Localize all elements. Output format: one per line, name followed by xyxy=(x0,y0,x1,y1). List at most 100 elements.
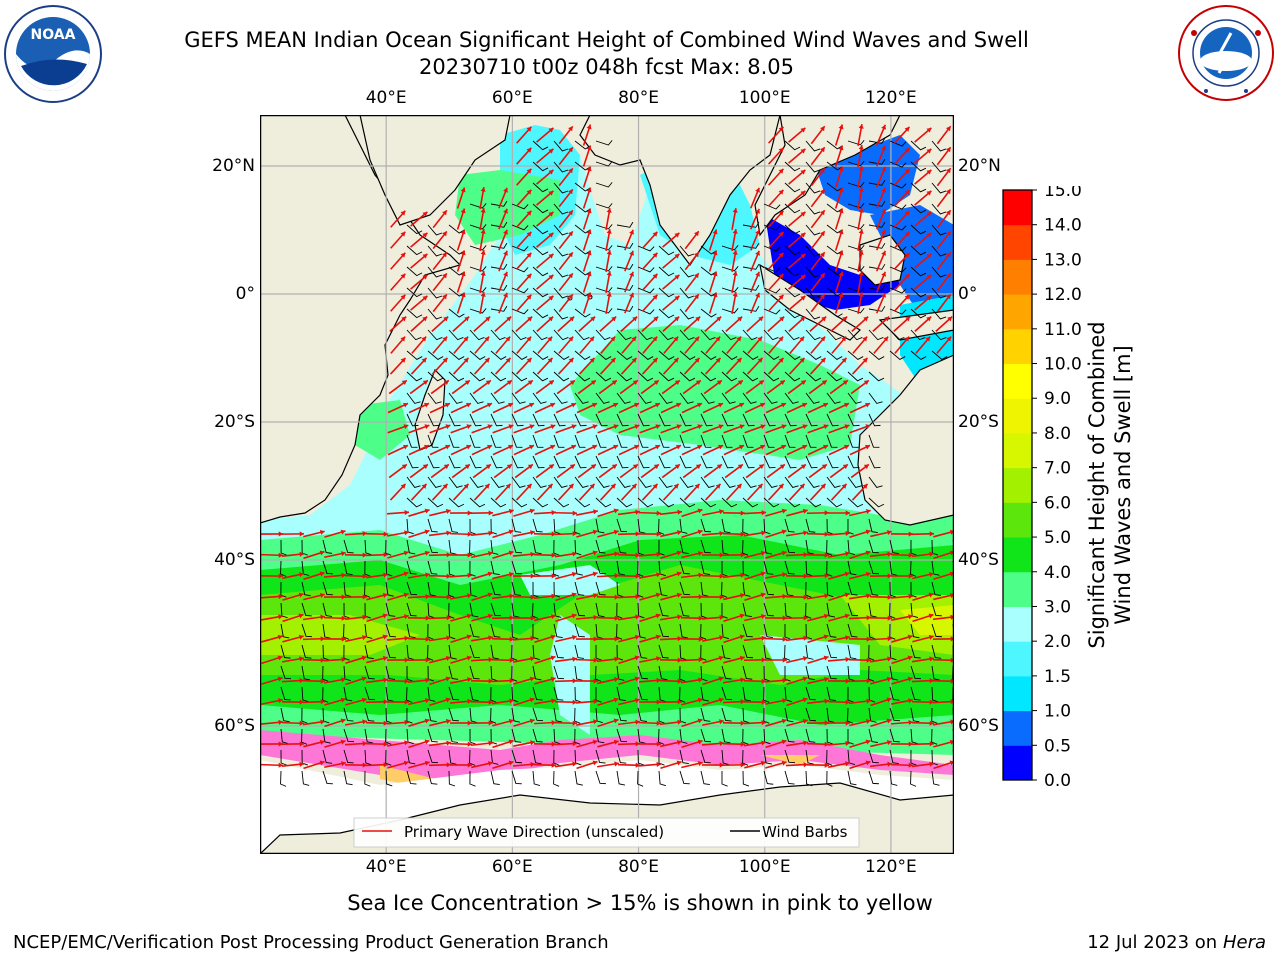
wave-arrow-head xyxy=(551,720,556,726)
wave-arrow-head xyxy=(631,336,637,342)
footer-date: 12 Jul 2023 on Hera xyxy=(1087,932,1266,953)
wave-arrow-head xyxy=(467,720,472,726)
colorbar-segment xyxy=(1003,571,1032,607)
wave-arrow-head xyxy=(362,614,367,620)
wind-barb xyxy=(784,707,794,723)
wave-arrow-head xyxy=(757,336,763,342)
wind-barb xyxy=(637,623,646,639)
wave-arrow-head xyxy=(480,250,486,255)
wave-arrow-head xyxy=(466,424,472,430)
wave-arrow-head xyxy=(655,424,661,430)
wave-arrow-head xyxy=(548,211,554,217)
colorbar-tick-label: 0.0 xyxy=(1044,771,1071,786)
wind-barb xyxy=(721,770,728,787)
wind-barb xyxy=(826,497,843,508)
wind-barb xyxy=(469,665,480,680)
wind-barb xyxy=(301,644,312,659)
wave-arrow-head xyxy=(446,762,451,768)
wave-arrow-head xyxy=(631,357,637,363)
wind-barb xyxy=(826,413,839,427)
wind-barb xyxy=(469,623,480,638)
wave-arrow-head xyxy=(383,741,388,747)
wind-barb xyxy=(763,644,772,660)
wave-arrow-head xyxy=(908,573,913,579)
wave-arrow-head xyxy=(424,760,430,766)
wave-arrow-head xyxy=(697,697,703,703)
wind-barb xyxy=(763,581,774,596)
wave-arrow-head xyxy=(526,147,532,153)
wind-barb xyxy=(385,644,396,659)
wave-arrow-head xyxy=(422,464,428,470)
wind-barb xyxy=(868,560,879,575)
wave-arrow-head xyxy=(446,615,451,621)
wave-arrow-head xyxy=(425,657,430,663)
wave-arrow-head xyxy=(383,699,388,705)
wave-arrow-head xyxy=(800,169,806,175)
wave-arrow-head xyxy=(761,635,766,641)
wave-arrow-head xyxy=(383,531,388,537)
wind-barb xyxy=(784,602,792,619)
wind-barb xyxy=(511,623,519,640)
wind-barb xyxy=(469,497,486,508)
wave-arrow-head xyxy=(486,402,492,408)
wind-barb xyxy=(805,581,812,598)
wind-barb xyxy=(511,581,522,596)
wind-barb xyxy=(385,728,392,745)
wind-barb xyxy=(595,455,608,469)
wave-arrow-head xyxy=(844,424,850,430)
wind-barb xyxy=(721,434,733,448)
wave-arrow-head xyxy=(401,464,407,470)
wave-arrow-head xyxy=(460,208,466,214)
wave-arrow-head xyxy=(572,678,577,684)
wave-arrow-head xyxy=(527,464,533,470)
wave-arrow-head xyxy=(487,551,493,557)
wind-barb xyxy=(742,707,750,724)
wave-arrow-head xyxy=(841,336,847,342)
wind-barb xyxy=(490,371,507,382)
wind-barb xyxy=(553,308,569,320)
wind-barb xyxy=(511,224,529,231)
wind-barb xyxy=(595,686,602,703)
wind-barb xyxy=(553,224,569,236)
wind-barb xyxy=(427,749,439,764)
wind-barb xyxy=(385,707,393,724)
wind-barb xyxy=(763,497,780,508)
wave-arrow-head xyxy=(863,380,869,386)
wind-barb xyxy=(700,476,715,488)
colorbar-tick-label: 8.0 xyxy=(1044,424,1071,444)
wind-barb xyxy=(700,455,713,469)
wind-barb xyxy=(868,137,886,144)
wave-arrow-head xyxy=(881,187,886,193)
wind-barb xyxy=(784,140,801,151)
wind-barb xyxy=(868,539,879,554)
wind-barb xyxy=(637,266,655,273)
wind-barb xyxy=(763,350,780,360)
wind-barb xyxy=(532,371,549,382)
map-panel: Primary Wave Direction (unscaled) Wind B… xyxy=(259,114,955,858)
wind-barb xyxy=(490,329,506,341)
wave-arrow-head xyxy=(656,761,661,768)
wind-barb xyxy=(847,644,857,660)
wave-arrow-head xyxy=(698,572,703,578)
colorbar-title-line1: Significant Height of Combined xyxy=(1085,321,1109,649)
wind-barb xyxy=(721,518,731,534)
wave-arrow-head xyxy=(908,762,913,768)
wind-barb xyxy=(532,287,549,298)
wind-barb xyxy=(280,686,291,701)
wave-arrow-head xyxy=(845,635,850,641)
wind-barb xyxy=(805,707,816,722)
wave-arrow-head xyxy=(656,677,661,683)
wind-barb xyxy=(490,707,497,724)
wave-arrow-head xyxy=(778,126,784,132)
wave-arrow-head xyxy=(755,271,760,277)
wave-arrow-head xyxy=(803,740,808,746)
wind-barb xyxy=(490,350,507,360)
wave-arrow-head xyxy=(299,699,304,705)
wave-arrow-head xyxy=(674,274,680,280)
colorbar-tick-label: 1.0 xyxy=(1044,702,1071,722)
wave-arrow-head xyxy=(505,483,511,489)
wind-barb xyxy=(700,413,713,427)
wind-barb xyxy=(574,329,590,341)
wind-barb xyxy=(742,644,753,659)
wind-barb xyxy=(574,245,591,255)
